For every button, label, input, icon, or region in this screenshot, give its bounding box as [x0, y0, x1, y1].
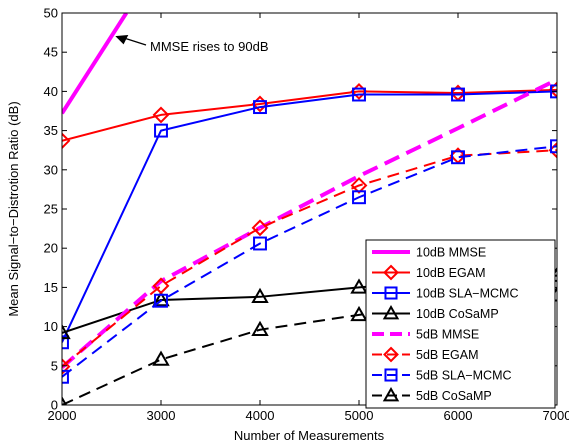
- legend-label: 5dB MMSE: [416, 328, 479, 342]
- data-point: [350, 278, 368, 294]
- legend-swatch-marker: [382, 386, 400, 402]
- data-point: [251, 287, 269, 304]
- legend-label: 10dB MMSE: [416, 246, 486, 260]
- legend-entry: 10dB SLA−MCMC: [372, 286, 518, 301]
- data-point: [253, 236, 267, 251]
- data-point: [451, 150, 465, 165]
- series-10db-egam: [62, 81, 557, 150]
- data-point: [152, 290, 170, 307]
- data-point: [152, 277, 170, 295]
- data-point: [548, 141, 557, 159]
- legend-entry: 5dB SLA−MCMC: [372, 368, 512, 383]
- data-point: [253, 100, 267, 115]
- data-point: [62, 369, 69, 384]
- legend-label: 5dB CoSaMP: [416, 389, 492, 403]
- data-point: [154, 123, 168, 138]
- annotation-text: MMSE rises to 90dB: [150, 39, 269, 54]
- data-point: [548, 81, 557, 99]
- y-tick-label: 35: [44, 123, 58, 138]
- y-tick-label: 20: [44, 241, 58, 256]
- data-point: [451, 87, 465, 102]
- data-point: [62, 132, 71, 150]
- legend-entry: 5dB CoSaMP: [372, 386, 492, 403]
- data-point: [154, 293, 168, 308]
- data-point: [62, 395, 68, 405]
- data-point: [152, 350, 170, 366]
- y-axis-label: Mean Signal−to−Distrotion Ratio (dB): [6, 101, 21, 316]
- legend-label: 5dB EGAM: [416, 348, 479, 362]
- annotation-arrowhead: [115, 34, 129, 45]
- data-point: [62, 335, 69, 350]
- x-tick-label: 5000: [345, 408, 374, 423]
- series-10db-mmse: [62, 13, 129, 115]
- y-tick-label: 25: [44, 202, 58, 217]
- data-point: [352, 190, 366, 205]
- x-tick-label: 6000: [444, 408, 473, 423]
- series-line: [62, 88, 557, 142]
- y-tick-label: 15: [44, 280, 58, 295]
- y-tick-label: 0: [51, 398, 58, 413]
- y-tick-label: 50: [44, 6, 58, 21]
- legend-entry: 10dB CoSaMP: [372, 304, 499, 321]
- data-point: [251, 320, 269, 336]
- x-axis-label: Number of Measurements: [234, 428, 385, 442]
- x-tick-label: 4000: [246, 408, 275, 423]
- legend-entry: 5dB EGAM: [372, 346, 479, 363]
- series-line: [62, 13, 129, 115]
- legend-entry: 10dB EGAM: [372, 264, 485, 281]
- legend-entry: 10dB MMSE: [372, 246, 486, 260]
- y-tick-label: 30: [44, 162, 58, 177]
- series-5db-mmse: [62, 77, 557, 369]
- x-tick-label: 3000: [147, 408, 176, 423]
- legend-entry: 5dB MMSE: [372, 328, 479, 342]
- legend-swatch-marker: [384, 368, 398, 382]
- data-point: [62, 323, 71, 340]
- legend-label: 5dB SLA−MCMC: [416, 369, 512, 383]
- legend-swatch-marker: [383, 346, 399, 363]
- series-line: [62, 77, 557, 369]
- data-point: [152, 106, 170, 124]
- legend-label: 10dB CoSaMP: [416, 307, 499, 321]
- x-tick-label: 7000: [543, 408, 569, 423]
- x-tick-label: 2000: [48, 408, 77, 423]
- legend-swatch-marker: [382, 304, 400, 320]
- data-point: [251, 219, 269, 237]
- series-line: [62, 145, 557, 378]
- series-line: [62, 149, 557, 368]
- y-tick-label: 40: [44, 84, 58, 99]
- y-tick-label: 10: [44, 319, 58, 334]
- data-point: [350, 305, 368, 322]
- legend-swatch-marker: [384, 286, 398, 300]
- data-point: [352, 87, 366, 102]
- legend-swatch-marker: [383, 264, 399, 281]
- y-tick-label: 45: [44, 45, 58, 60]
- data-point: [62, 358, 71, 375]
- series-line: [62, 90, 557, 343]
- y-tick-label: 5: [51, 358, 58, 373]
- legend-label: 10dB EGAM: [416, 266, 485, 280]
- legend-label: 10dB SLA−MCMC: [416, 287, 518, 301]
- data-point: [350, 177, 368, 194]
